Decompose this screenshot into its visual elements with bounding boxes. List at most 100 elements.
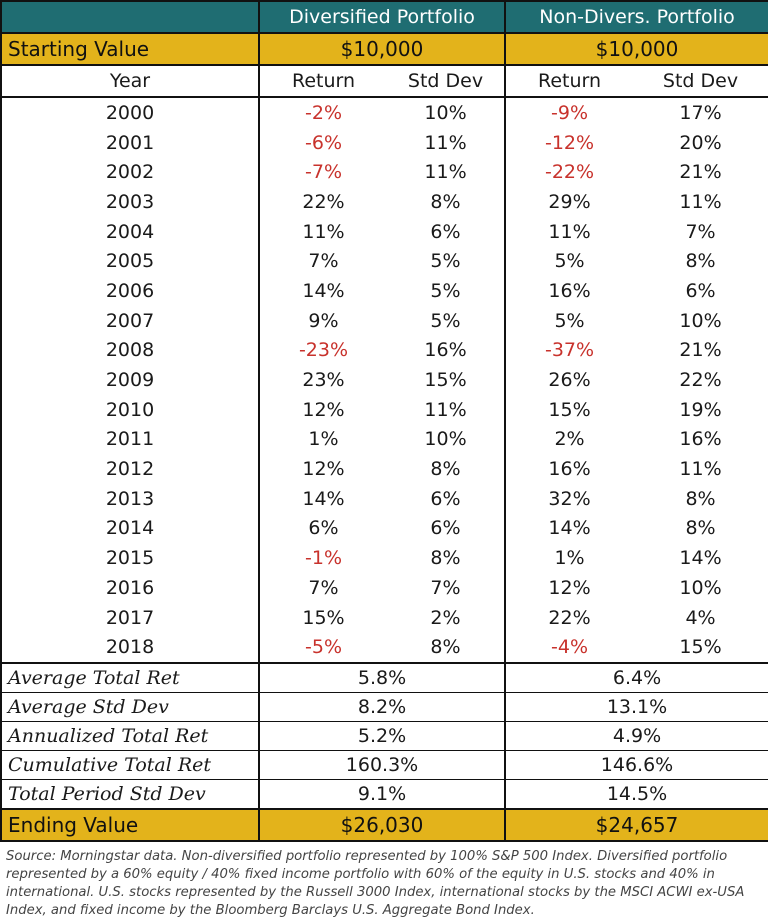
summary-non-diversified-value: 14.5% <box>504 779 768 810</box>
summary-diversified-value: 160.3% <box>257 750 507 781</box>
ending-value-row: Ending Value $26,030 $24,657 <box>0 808 768 843</box>
summary-label: Annualized Total Ret <box>0 721 260 752</box>
diversified-return-cell: -7% <box>258 157 387 188</box>
table-row: 2002 -7% 11% -22% 21% <box>0 157 768 188</box>
diversified-return-cell: 11% <box>258 216 387 247</box>
portfolio-table: Diversified Portfolio Non-Divers. Portfo… <box>0 0 768 843</box>
non-diversified-stddev-cell: 19% <box>633 394 768 425</box>
year-cell: 2013 <box>0 483 260 514</box>
table-row: 2016 7% 7% 12% 10% <box>0 573 768 603</box>
non-diversified-stddev-cell: 10% <box>633 573 768 603</box>
table-row: 2014 6% 6% 14% 8% <box>0 513 768 544</box>
summary-non-diversified-value: 6.4% <box>504 662 768 694</box>
diversified-stddev-cell: 10% <box>387 96 507 128</box>
non-diversified-stddev-cell: 11% <box>633 187 768 217</box>
year-cell: 2016 <box>0 573 260 603</box>
table-row: 2017 15% 2% 22% 4% <box>0 602 768 633</box>
diversified-stddev-cell: 5% <box>387 276 507 306</box>
non-diversified-stddev-cell: 20% <box>633 127 768 158</box>
non-diversified-return-cell: 32% <box>504 483 634 514</box>
non-diversified-return-cell: 2% <box>504 424 634 455</box>
non-diversified-stddev-cell: 21% <box>633 335 768 366</box>
year-header: Year <box>0 64 260 98</box>
summary-row: Total Period Std Dev 9.1% 14.5% <box>0 779 768 810</box>
diversified-stddev-cell: 5% <box>387 305 507 336</box>
non-diversified-stddev-cell: 11% <box>633 454 768 484</box>
diversified-stddev-cell: 8% <box>387 543 507 573</box>
diversified-stddev-cell: 8% <box>387 632 507 665</box>
table-row: 2015 -1% 8% 1% 14% <box>0 543 768 573</box>
year-cell: 2005 <box>0 246 260 277</box>
year-cell: 2001 <box>0 127 260 158</box>
table-row: 2003 22% 8% 29% 11% <box>0 187 768 217</box>
non-diversified-return-cell: -9% <box>504 96 634 128</box>
summary-diversified-value: 5.2% <box>257 721 507 752</box>
table-row: 2009 23% 15% 26% 22% <box>0 365 768 395</box>
year-cell: 2011 <box>0 424 260 455</box>
summary-label: Total Period Std Dev <box>0 779 260 810</box>
diversified-stddev-cell: 5% <box>387 246 507 277</box>
non-diversified-return-cell: 12% <box>504 573 634 603</box>
diversified-stddev-cell: 8% <box>387 187 507 217</box>
table-row: 2013 14% 6% 32% 8% <box>0 483 768 514</box>
summary-row: Average Total Ret 5.8% 6.4% <box>0 662 768 694</box>
diversified-return-cell: 14% <box>258 276 387 306</box>
year-cell: 2000 <box>0 96 260 128</box>
table-row: 2004 11% 6% 11% 7% <box>0 216 768 247</box>
year-cell: 2014 <box>0 513 260 544</box>
diversified-return-cell: -23% <box>258 335 387 366</box>
non-diversified-stddev-header: Std Dev <box>633 64 768 98</box>
ending-value-non-diversified: $24,657 <box>504 808 768 843</box>
diversified-stddev-cell: 15% <box>387 365 507 395</box>
diversified-return-cell: -5% <box>258 632 387 665</box>
source-footnote: Source: Morningstar data. Non-diversifie… <box>6 849 745 918</box>
non-diversified-return-cell: 26% <box>504 365 634 395</box>
diversified-return-cell: 1% <box>258 424 387 455</box>
non-diversified-stddev-cell: 8% <box>633 483 768 514</box>
non-diversified-return-cell: -37% <box>504 335 634 366</box>
non-diversified-return-cell: -4% <box>504 632 634 665</box>
diversified-return-cell: 23% <box>258 365 387 395</box>
diversified-return-cell: 12% <box>258 394 387 425</box>
non-diversified-stddev-cell: 17% <box>633 96 768 128</box>
summary-diversified-value: 9.1% <box>257 779 507 810</box>
year-cell: 2015 <box>0 543 260 573</box>
starting-value-diversified: $10,000 <box>257 32 507 66</box>
summary-diversified-value: 5.8% <box>257 662 507 694</box>
diversified-return-header: Return <box>258 64 387 98</box>
diversified-stddev-cell: 2% <box>387 602 507 633</box>
non-diversified-stddev-cell: 22% <box>633 365 768 395</box>
table-row: 2011 1% 10% 2% 16% <box>0 424 768 455</box>
year-cell: 2018 <box>0 632 260 665</box>
year-cell: 2009 <box>0 365 260 395</box>
diversified-portfolio-header: Diversified Portfolio <box>257 0 507 34</box>
non-diversified-stddev-cell: 8% <box>633 513 768 544</box>
table-row: 2001 -6% 11% -12% 20% <box>0 127 768 158</box>
diversified-stddev-cell: 11% <box>387 394 507 425</box>
ending-value-label: Ending Value <box>0 808 260 843</box>
summary-label: Average Std Dev <box>0 692 260 723</box>
table-row: 2006 14% 5% 16% 6% <box>0 276 768 306</box>
diversified-stddev-cell: 16% <box>387 335 507 366</box>
diversified-return-cell: 22% <box>258 187 387 217</box>
year-cell: 2008 <box>0 335 260 366</box>
diversified-return-cell: 9% <box>258 305 387 336</box>
diversified-return-cell: -2% <box>258 96 387 128</box>
summary-label: Cumulative Total Ret <box>0 750 260 781</box>
year-cell: 2003 <box>0 187 260 217</box>
non-diversified-return-cell: 16% <box>504 276 634 306</box>
non-diversified-return-cell: 22% <box>504 602 634 633</box>
diversified-stddev-cell: 6% <box>387 483 507 514</box>
non-diversified-stddev-cell: 4% <box>633 602 768 633</box>
non-diversified-stddev-cell: 6% <box>633 276 768 306</box>
table-row: 2010 12% 11% 15% 19% <box>0 394 768 425</box>
header-row: Diversified Portfolio Non-Divers. Portfo… <box>0 0 768 34</box>
year-cell: 2002 <box>0 157 260 188</box>
non-diversified-return-cell: 5% <box>504 246 634 277</box>
starting-value-label: Starting Value <box>0 32 260 66</box>
non-diversified-return-cell: -12% <box>504 127 634 158</box>
year-cell: 2004 <box>0 216 260 247</box>
non-diversified-return-cell: 11% <box>504 216 634 247</box>
diversified-stddev-cell: 7% <box>387 573 507 603</box>
header-blank-cell <box>0 0 260 34</box>
